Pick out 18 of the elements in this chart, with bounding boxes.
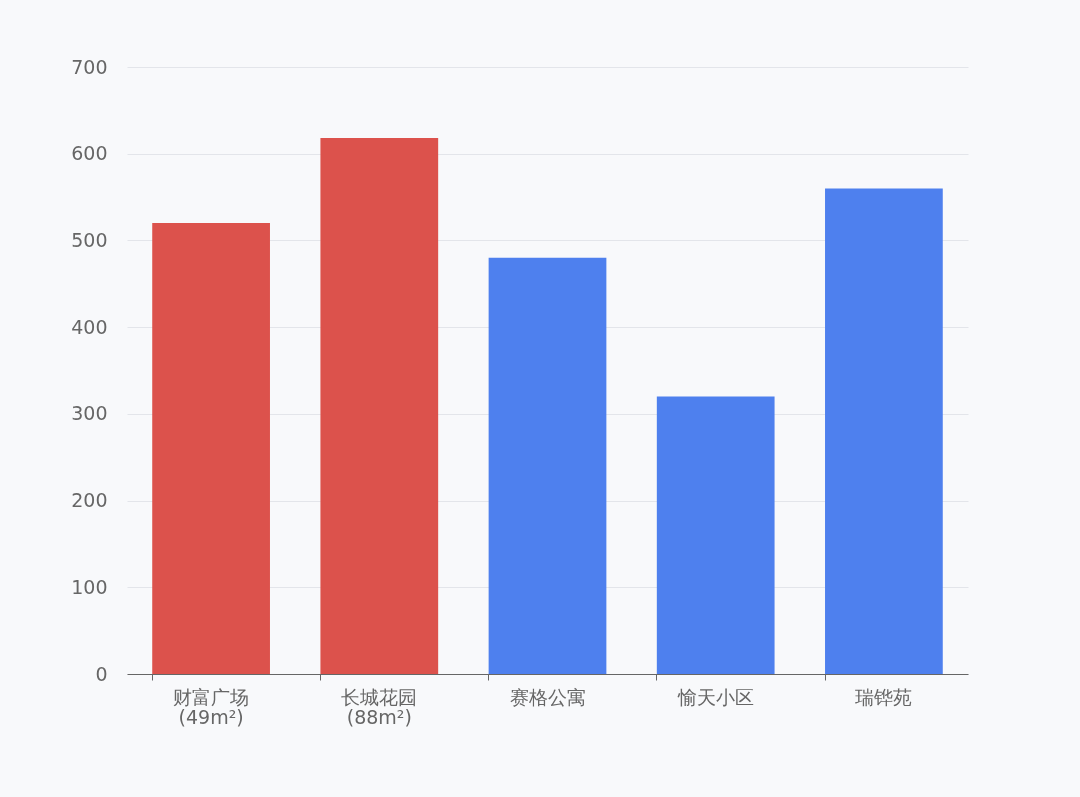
bar (320, 138, 439, 674)
y-tick-label: 400 (71, 315, 108, 338)
bar (656, 396, 775, 674)
bar (152, 223, 270, 674)
y-tick-label: 200 (71, 489, 108, 512)
x-tick-label: 财富广场 (49m²) (173, 685, 250, 728)
x-tick-label: 长城花园 (88m²) (341, 685, 418, 728)
y-tick-label: 600 (71, 142, 108, 165)
x-tick-label: 瑞铧苑 (855, 685, 913, 708)
y-tick-label: 700 (71, 55, 108, 78)
y-tick-label: 100 (71, 575, 108, 598)
y-tick-label: 0 (95, 662, 108, 685)
x-tick-label: 赛格公寓 (509, 685, 586, 708)
bar (488, 257, 607, 674)
y-tick-label: 500 (71, 228, 108, 251)
y-tick-label: 300 (71, 402, 108, 425)
x-tick-label: 愉天小区 (676, 685, 754, 708)
bar (825, 188, 943, 674)
